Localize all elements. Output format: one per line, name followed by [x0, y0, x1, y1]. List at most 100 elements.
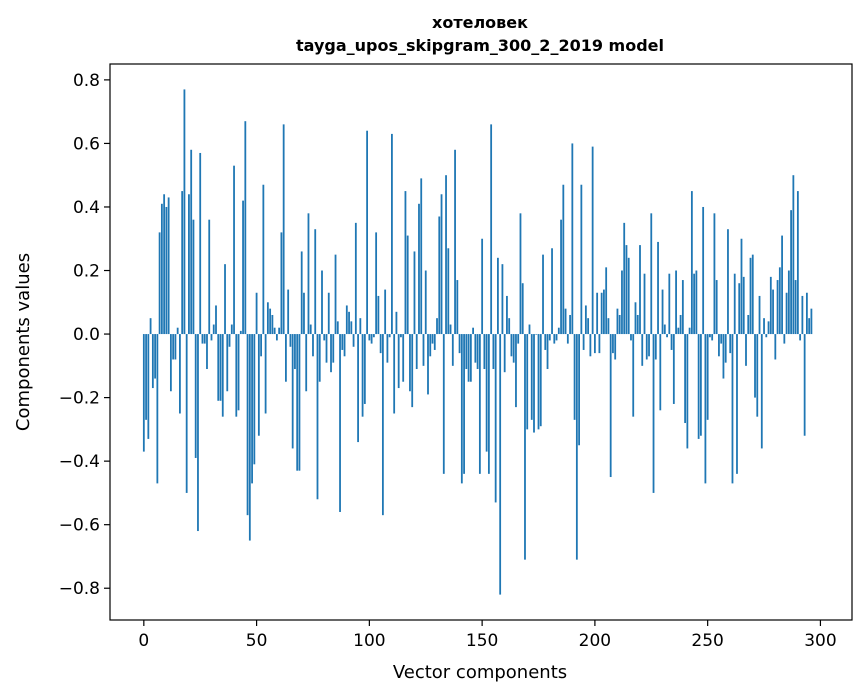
bar [578, 334, 580, 446]
bar [657, 241, 659, 335]
bar [185, 334, 188, 493]
bar [803, 334, 806, 436]
bar [199, 152, 202, 335]
bar [474, 334, 477, 363]
bar [555, 334, 558, 341]
bar [314, 229, 317, 335]
bar [551, 248, 553, 335]
bar [294, 334, 296, 370]
y-tick-label: −0.2 [59, 389, 100, 409]
x-axis-label: Vector components [393, 662, 567, 683]
bar [668, 273, 671, 335]
bar [718, 334, 720, 357]
bar [230, 324, 233, 335]
bar [740, 238, 743, 335]
y-tick-label: 0.6 [73, 134, 100, 154]
bar [763, 318, 765, 335]
bar [300, 251, 303, 335]
bar [639, 245, 641, 335]
bar [751, 254, 754, 335]
bar [785, 292, 788, 335]
bar [303, 292, 305, 335]
bar [501, 264, 504, 335]
bar [458, 334, 461, 354]
bar [709, 334, 711, 338]
bar [677, 327, 680, 335]
bar [397, 334, 400, 389]
bar [192, 219, 195, 335]
bar [391, 133, 393, 335]
bar [142, 334, 145, 452]
bar [699, 334, 702, 436]
bar [697, 334, 700, 439]
bar [339, 334, 341, 512]
bar [219, 334, 222, 401]
bar [760, 334, 763, 449]
bar [449, 324, 452, 335]
bar [262, 184, 265, 335]
bar [190, 149, 193, 335]
x-tick-label: 100 [353, 631, 385, 651]
chart-title-line1: хотеловек [432, 13, 528, 32]
bar [409, 334, 411, 392]
bar [460, 334, 463, 484]
bar [296, 334, 299, 471]
bar [436, 318, 438, 335]
bar [242, 200, 244, 335]
bar [318, 334, 321, 382]
bar [289, 334, 292, 347]
y-axis-label: Components values [13, 253, 34, 431]
bar [260, 334, 262, 357]
bar [442, 334, 445, 474]
bar [257, 334, 260, 436]
bar [368, 334, 371, 341]
bar [546, 334, 549, 370]
bar [438, 216, 441, 335]
bar [510, 334, 513, 357]
bar [388, 334, 391, 338]
bar [758, 295, 761, 335]
bar [776, 280, 779, 335]
bar [720, 334, 723, 344]
bar [402, 334, 405, 382]
bar [557, 327, 560, 335]
bar [269, 308, 272, 335]
bar [253, 334, 256, 465]
bar [702, 206, 705, 335]
bar [176, 327, 179, 335]
bar [298, 334, 301, 471]
bar [287, 289, 290, 335]
bar [354, 222, 357, 335]
y-tick-label: 0.4 [73, 198, 100, 218]
bar [535, 334, 538, 335]
bar [158, 232, 161, 335]
bar [332, 334, 335, 363]
bar [357, 334, 359, 443]
bar [233, 165, 235, 335]
y-tick-label: −0.8 [59, 579, 100, 599]
bar [575, 334, 578, 560]
bar [560, 219, 562, 335]
bar [321, 270, 323, 335]
x-tick-label: 300 [804, 631, 836, 651]
bar [706, 334, 709, 420]
x-tick-label: 50 [246, 631, 268, 651]
bar [327, 292, 330, 335]
bar [591, 146, 594, 335]
bar [672, 334, 675, 404]
bar [792, 175, 795, 335]
bar [215, 305, 217, 335]
bar [686, 334, 689, 449]
bar [285, 334, 287, 382]
bar [783, 334, 786, 344]
bar [221, 334, 224, 417]
bar [422, 334, 425, 366]
plot-frame [109, 63, 853, 621]
bar [621, 270, 623, 335]
bar [239, 330, 242, 335]
bar [503, 334, 506, 373]
bar [580, 184, 583, 335]
bar [693, 273, 696, 335]
bar [681, 280, 684, 335]
bar [291, 334, 294, 449]
